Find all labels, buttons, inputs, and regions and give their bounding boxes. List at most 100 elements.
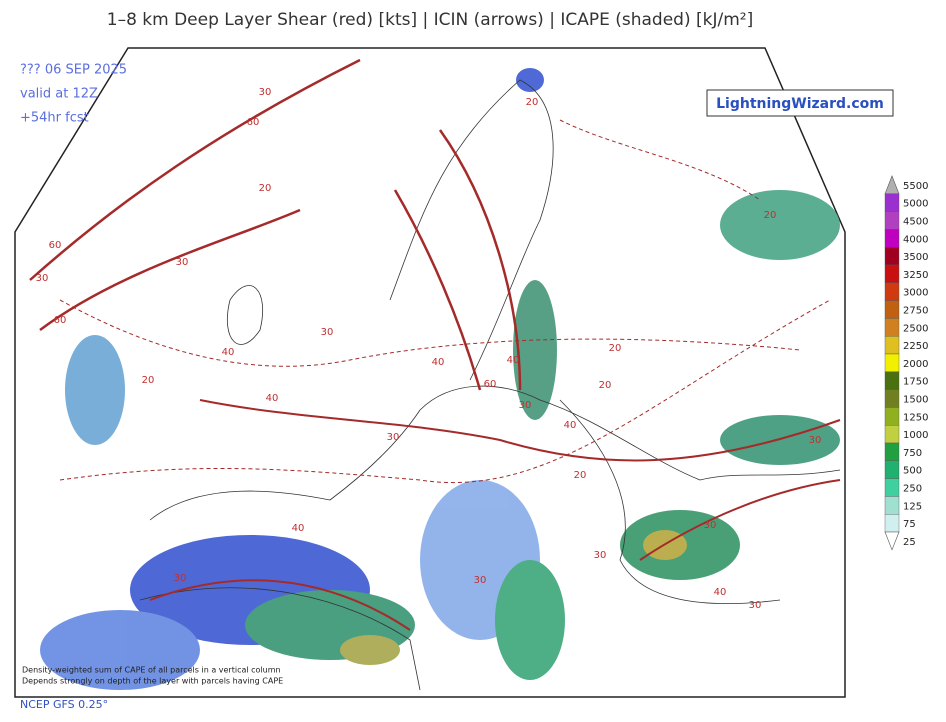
colorbar-label: 1500 (903, 395, 928, 406)
colorbar-label: 5000 (903, 199, 928, 210)
contour-label: 40 (714, 587, 727, 598)
contour-label: 30 (259, 87, 272, 98)
contour-label: 30 (176, 257, 189, 268)
colorbar-swatch (884, 336, 900, 355)
contour-label: 20 (142, 375, 155, 386)
contour-label: 60 (247, 117, 260, 128)
colorbar-swatch (884, 514, 900, 533)
model-label: NCEP GFS 0.25° (20, 698, 108, 711)
colorbar-swatch (884, 246, 900, 266)
contour-label: 30 (519, 400, 532, 411)
contour (559, 119, 761, 201)
colorbar-swatch (884, 460, 900, 479)
colorbar-swatch (884, 496, 900, 515)
cape-area (513, 280, 557, 420)
colorbar-swatch (884, 282, 900, 301)
colorbar-label: 3500 (903, 252, 928, 263)
colorbar-label: 25 (903, 537, 916, 548)
contour-label: 20 (526, 97, 539, 108)
colorbar-label: 4500 (903, 217, 928, 228)
contour-label: 40 (222, 347, 235, 358)
colorbar-label: 750 (903, 448, 922, 459)
coastline (149, 385, 841, 521)
run-date: ??? 06 SEP 2025 (20, 63, 127, 78)
contour-label: 40 (507, 355, 520, 366)
contour-label: 30 (387, 432, 400, 443)
colorbar-label: 75 (903, 519, 916, 530)
colorbar-label: 1250 (903, 412, 928, 423)
colorbar-swatch (884, 211, 900, 230)
colorbar-cap (884, 531, 900, 551)
cape-area (65, 335, 125, 445)
contour-labels: 30 60 60 30 30 60 40 30 40 30 40 40 60 20 20 20 40 30 20 30… (36, 87, 822, 611)
colorbar-label: 2000 (903, 359, 928, 370)
contour-label: 30 (809, 435, 822, 446)
logo: LightningWizard.com (716, 96, 884, 112)
contour-label: 30 (321, 327, 334, 338)
contour-label: 40 (266, 393, 279, 404)
valid-time: valid at 12Z (20, 87, 98, 102)
coastline (389, 79, 554, 381)
colorbar-swatch (884, 300, 900, 319)
contour-label: 30 (704, 520, 717, 531)
colorbar-swatch (884, 425, 900, 444)
note-line: Density-weighted sum of CAPE of all parc… (22, 666, 281, 675)
cape-area (720, 190, 840, 260)
contour-label: 40 (432, 357, 445, 368)
colorbar-label: 2500 (903, 323, 928, 334)
colorbar-label: 3000 (903, 288, 928, 299)
contour (149, 579, 411, 631)
colorbar-label: 1750 (903, 377, 928, 388)
colorbar-swatch (884, 353, 900, 372)
contour-label: 40 (564, 420, 577, 431)
logo-box (706, 89, 894, 117)
colorbar-label: 1000 (903, 430, 928, 441)
contour-label: 20 (574, 470, 587, 481)
contour (393, 189, 482, 391)
contour (59, 299, 831, 484)
colorbar-swatch (884, 407, 900, 426)
contour (29, 58, 361, 281)
contour-label: 60 (54, 315, 67, 326)
colorbar-label: 5500 (903, 181, 928, 192)
contour (59, 299, 801, 367)
coastline (226, 285, 264, 345)
colorbar-swatch (884, 264, 900, 283)
contour (199, 399, 841, 462)
colorbar: 5500 5000 4500 4000 3500 3250 3000 2750 2500 2250… (884, 175, 928, 551)
colorbar-label: 2750 (903, 306, 928, 317)
colorbar-label: 4000 (903, 234, 928, 245)
colorbar-label: 2250 (903, 341, 928, 352)
contour-label: 60 (484, 379, 497, 390)
colorbar-label: 125 (903, 501, 922, 512)
colorbar-swatch (884, 229, 900, 248)
contour-label: 60 (49, 240, 62, 251)
cape-area (516, 68, 544, 92)
contour-label: 20 (259, 183, 272, 194)
forecast-hour: +54hr fcst (20, 111, 89, 126)
coastlines (139, 79, 841, 691)
note-line: Depends strongly on depth of the layer w… (22, 677, 283, 686)
contour-label: 30 (594, 550, 607, 561)
contour-label: 40 (292, 523, 305, 534)
contour-label: 30 (174, 573, 187, 584)
cape-area (340, 635, 400, 665)
colorbar-swatch (884, 478, 900, 497)
colorbar-label: 3250 (903, 270, 928, 281)
contour (438, 129, 522, 391)
contour-label: 30 (36, 273, 49, 284)
coastline (559, 399, 781, 604)
cape-area (495, 560, 565, 680)
colorbar-swatch (884, 318, 900, 337)
colorbar-swatch (884, 193, 900, 212)
cape-area (40, 610, 200, 690)
colorbar-swatch (884, 442, 900, 461)
contour-label: 30 (474, 575, 487, 586)
shear-contours (29, 58, 841, 631)
colorbar-swatch (884, 371, 900, 390)
colorbar-label: 250 (903, 484, 922, 495)
contour (639, 479, 841, 561)
title: 1–8 km Deep Layer Shear (red) [kts] | IC… (107, 10, 753, 30)
colorbar-swatch (884, 389, 900, 408)
